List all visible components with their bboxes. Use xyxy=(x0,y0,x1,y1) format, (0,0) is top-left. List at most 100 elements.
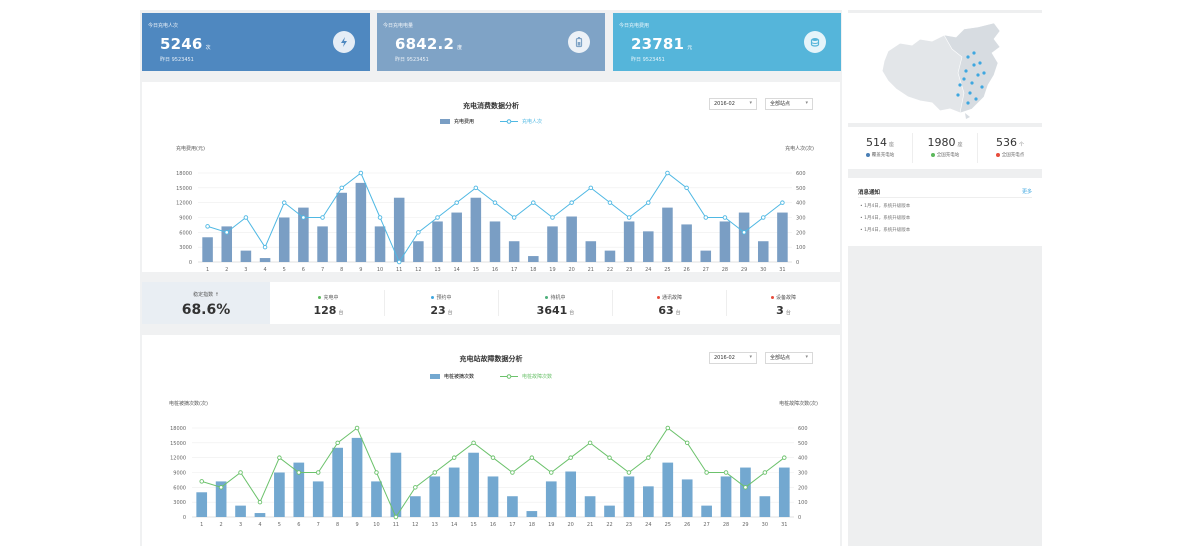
coins-icon xyxy=(804,31,826,53)
stat-value: 23 xyxy=(430,304,446,317)
x-tick-label: 27 xyxy=(703,522,709,528)
y2-tick-label: 500 xyxy=(798,441,808,447)
stat-value: 3641 xyxy=(536,304,568,317)
chart-bar xyxy=(470,197,482,262)
kpi-unit: 度 xyxy=(457,45,463,51)
chart-point xyxy=(782,455,787,460)
x-tick-label: 11 xyxy=(396,267,402,272)
x-tick-label: 6 xyxy=(297,522,300,528)
chart-bar xyxy=(429,476,441,517)
chart-bar xyxy=(215,481,227,517)
china-map[interactable] xyxy=(848,13,1042,123)
station-select[interactable]: 全部站点 ▾ xyxy=(765,352,813,364)
y2-tick-label: 100 xyxy=(798,500,808,506)
chart-bar xyxy=(643,231,654,262)
chart-bar xyxy=(489,221,501,262)
legend-item-bar[interactable]: 充电费用 xyxy=(439,118,474,125)
stat-label: 通讯故障 xyxy=(661,295,682,301)
y-tick-label: 6000 xyxy=(179,230,192,236)
x-tick-label: 14 xyxy=(451,522,457,528)
y2-tick-label: 300 xyxy=(798,471,808,477)
count-unit: 座 xyxy=(957,142,963,148)
chart-point xyxy=(432,470,437,475)
status-dot xyxy=(431,296,435,299)
chart-bar xyxy=(409,496,421,517)
count-value: 1980 xyxy=(927,136,956,149)
x-tick-label: 8 xyxy=(340,267,343,272)
chart-point xyxy=(224,230,229,235)
x-tick-label: 28 xyxy=(722,267,728,272)
chart-point xyxy=(607,455,612,460)
chart-bar xyxy=(778,467,790,517)
x-tick-label: 19 xyxy=(548,522,554,528)
chart-point xyxy=(262,244,268,250)
stat-unit: 台 xyxy=(338,310,344,316)
message-title: 消息通知 xyxy=(858,190,881,196)
main-area: 今日充电人次 5246 次 昨日 9523451 今日充电电量 6842.2 度 昨… xyxy=(140,10,842,546)
kpi-sub: 昨日 9523451 xyxy=(395,57,429,63)
chart-bar xyxy=(681,479,693,517)
x-tick-label: 4 xyxy=(258,522,261,528)
chart-point xyxy=(277,455,282,460)
legend-item-line[interactable]: 充电人次 xyxy=(500,118,542,125)
chart-bar xyxy=(662,462,674,517)
x-tick-label: 31 xyxy=(779,267,785,272)
chart-point xyxy=(531,200,536,205)
map-pin-icon xyxy=(962,77,966,81)
chart-point xyxy=(761,215,766,220)
map-pin-icon xyxy=(968,91,972,95)
y2-tick-label: 0 xyxy=(798,515,801,521)
x-tick-label: 2 xyxy=(225,267,228,272)
kpi-card-charging-energy: 今日充电电量 6842.2 度 昨日 9523451 xyxy=(377,13,605,71)
stat-value: 128 xyxy=(313,304,337,317)
x-tick-label: 10 xyxy=(377,267,383,272)
month-select[interactable]: 2016-02 ▾ xyxy=(709,98,757,110)
kpi-label: 今日充电电量 xyxy=(383,23,414,29)
message-item[interactable]: • 1月4日，系统升级版本 xyxy=(860,216,911,221)
message-item[interactable]: • 1月4日，系统升级版本 xyxy=(860,204,911,209)
chart-bar xyxy=(336,192,347,262)
chart-point xyxy=(490,455,496,460)
chart-point xyxy=(587,440,593,446)
y-tick-label: 3000 xyxy=(179,245,192,251)
count-label: 全国充电点 xyxy=(1001,153,1025,158)
chart-bar xyxy=(759,496,771,517)
chart-point xyxy=(393,514,399,520)
x-tick-label: 29 xyxy=(742,522,748,528)
right-axis-label: 充电人次(次) xyxy=(785,146,814,152)
x-tick-label: 19 xyxy=(549,267,555,272)
status-dot xyxy=(995,153,1000,157)
x-tick-label: 25 xyxy=(664,267,670,272)
station-count-item: 1980 座全国充电站 xyxy=(913,127,977,158)
chart-point xyxy=(722,215,728,220)
chart-title: 充电消费数据分析 xyxy=(463,102,519,110)
y2-tick-label: 400 xyxy=(796,201,806,207)
station-count-item: 536 个全国充电点 xyxy=(978,127,1042,158)
station-select[interactable]: 全部站点 ▾ xyxy=(765,98,813,110)
map-pin-icon xyxy=(972,51,976,55)
x-tick-label: 22 xyxy=(607,267,613,272)
stability-index: 稳定指数 ↑ 68.6% xyxy=(142,282,270,324)
chart-bar xyxy=(254,513,266,517)
x-tick-label: 12 xyxy=(415,267,421,272)
legend-item-line[interactable]: 电桩故障次数 xyxy=(500,373,552,380)
x-tick-label: 16 xyxy=(490,522,496,528)
y-tick-label: 0 xyxy=(189,260,192,266)
x-tick-label: 1 xyxy=(200,522,203,528)
legend-item-bar[interactable]: 电桩被摘次数 xyxy=(429,373,474,380)
chart-bar xyxy=(235,505,246,517)
chart-point xyxy=(358,170,364,176)
chart-point xyxy=(435,215,440,220)
chart-bar xyxy=(566,216,577,262)
stat-label: 充电中 xyxy=(323,295,339,301)
more-link[interactable]: 更多 xyxy=(1021,189,1032,195)
kpi-value: 6842.2 xyxy=(395,35,455,53)
stat-value: 63 xyxy=(658,304,674,317)
month-select[interactable]: 2016-02 ▾ xyxy=(709,352,757,364)
message-item[interactable]: • 1月4日，系统升级版本 xyxy=(860,228,911,233)
chart-bar xyxy=(565,471,577,517)
chart-bar xyxy=(585,241,597,262)
chart-bar xyxy=(757,241,769,262)
chart-bar xyxy=(604,250,616,262)
chart-point xyxy=(626,470,632,475)
